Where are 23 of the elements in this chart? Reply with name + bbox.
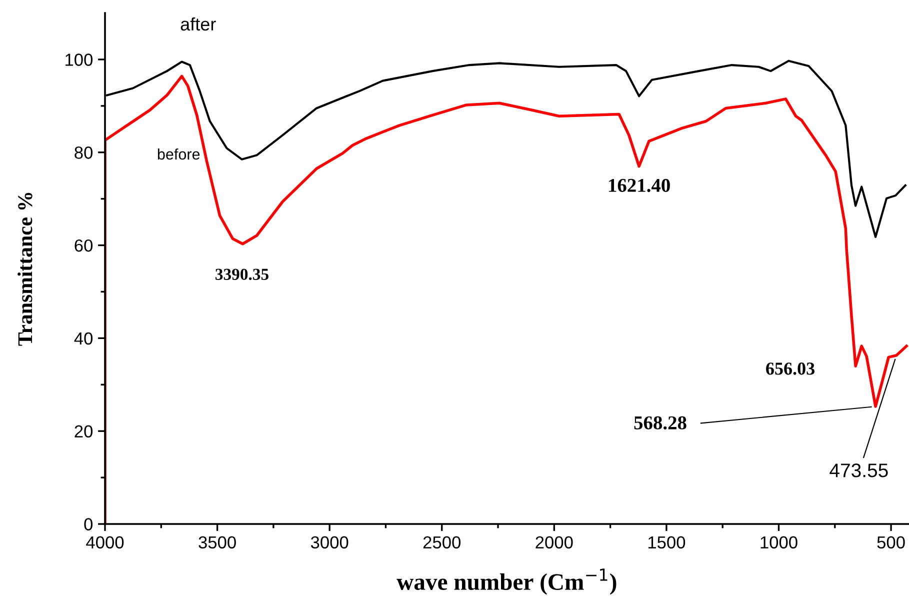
x-tick-label: 500 (877, 536, 905, 549)
x-tick-label: 3500 (198, 536, 236, 549)
x-tick-label: 1500 (648, 536, 686, 549)
y-tick-label: 0 (84, 518, 93, 530)
x-tick-label: 2500 (423, 536, 461, 549)
annotation: 1621.40 (609, 178, 670, 192)
y-tick-label: 100 (66, 54, 93, 66)
series-label: after (180, 17, 216, 31)
annotation: 656.03 (766, 362, 814, 375)
x-tick-label: 1000 (760, 536, 798, 549)
x-axis-title: wave number (Cm$^{−1}$) (396, 568, 616, 595)
annotation: 3390.35 (216, 268, 268, 280)
x-tick-label: 2000 (536, 536, 573, 549)
y-axis-title: Transmittance % (18, 192, 32, 346)
x-tick-label: 3000 (310, 536, 348, 549)
annotation: 473.55 (830, 463, 888, 478)
y-tick-label: 80 (74, 146, 93, 159)
y-tick-label: 40 (74, 332, 93, 345)
y-tick-label: 20 (74, 425, 93, 438)
series-label: before (158, 148, 200, 160)
x-tick-label: 4000 (86, 536, 124, 549)
annotation: 568.28 (634, 416, 686, 430)
y-tick-label: 60 (74, 239, 93, 252)
